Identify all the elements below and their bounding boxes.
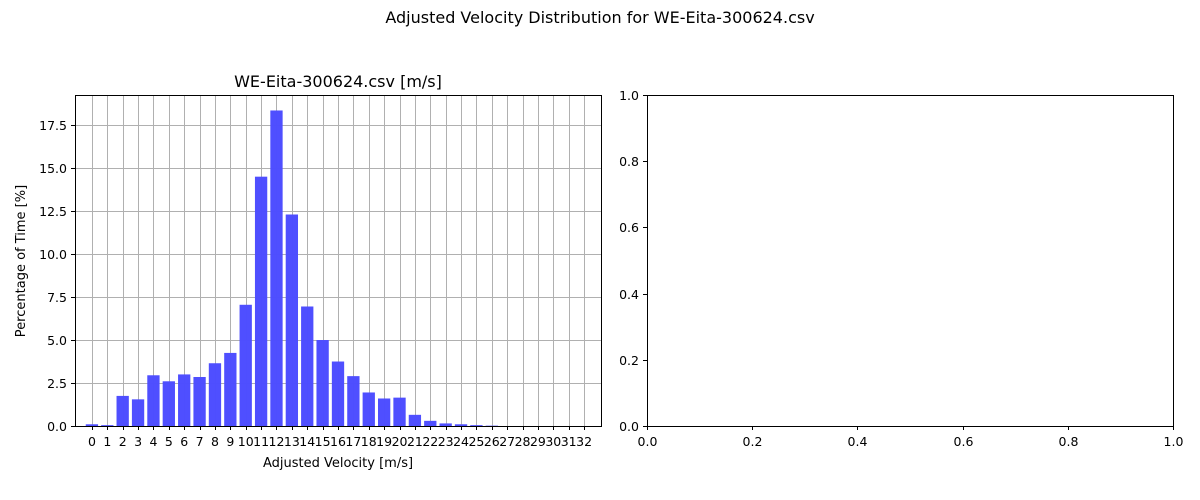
bar-1 bbox=[101, 425, 114, 426]
bar-17 bbox=[347, 376, 360, 426]
empty-axes-chart: 0.0 0.2 0.4 0.6 0.8 1.0 0.0 0.2 0.4 0.6 0.8 1.0 bbox=[619, 88, 1183, 449]
x-tick-label: 26 bbox=[484, 434, 500, 449]
x-axis-label: Adjusted Velocity [m/s] bbox=[263, 456, 413, 471]
y-tick-label: 10.0 bbox=[39, 247, 67, 262]
y-tick-label: 17.5 bbox=[39, 118, 67, 133]
x-tick-label: 11 bbox=[253, 434, 269, 449]
bar-4 bbox=[147, 375, 160, 426]
x-tick-label: 4 bbox=[149, 434, 157, 449]
y-tick-label: 0.4 bbox=[619, 287, 639, 302]
x-tick-label: 0.2 bbox=[743, 434, 763, 449]
y-tick-label: 0.0 bbox=[619, 419, 639, 434]
bar-11 bbox=[254, 176, 268, 426]
x-tick-label: 19 bbox=[376, 434, 392, 449]
y-tick-label: 0.2 bbox=[619, 353, 639, 368]
x-tick-label: 30 bbox=[545, 434, 561, 449]
bar-0 bbox=[85, 424, 99, 426]
x-tick-label: 6 bbox=[180, 434, 188, 449]
bar-25 bbox=[470, 425, 483, 426]
bar-19 bbox=[377, 398, 391, 426]
x-tick-label: 31 bbox=[561, 434, 577, 449]
x-tick-label: 18 bbox=[361, 434, 377, 449]
bar-13 bbox=[285, 214, 299, 426]
plot-frame-empty bbox=[647, 95, 1174, 427]
x-tick-label: 32 bbox=[576, 434, 592, 449]
x-tick-label: 20 bbox=[392, 434, 408, 449]
x-tick-label: 8 bbox=[211, 434, 219, 449]
x-tick-label: 17 bbox=[345, 434, 361, 449]
bar-22 bbox=[424, 420, 437, 426]
bar-6 bbox=[178, 374, 191, 426]
x-tick-label: 5 bbox=[165, 434, 173, 449]
x-tick-label: 10 bbox=[238, 434, 254, 449]
chart-title: WE-Eita-300624.csv [m/s] bbox=[234, 72, 442, 91]
y-axis-ticks: 0.0 2.5 5.0 7.5 10.0 12.5 15.0 17.5 bbox=[39, 118, 75, 434]
x-tick-label: 21 bbox=[407, 434, 423, 449]
x-tick-label: 25 bbox=[468, 434, 484, 449]
x-tick-label: 0 bbox=[88, 434, 96, 449]
y-tick-label: 2.5 bbox=[47, 376, 67, 391]
bar-3 bbox=[131, 399, 145, 426]
bar-14 bbox=[301, 306, 314, 426]
x-tick-label: 9 bbox=[226, 434, 234, 449]
bar-24 bbox=[454, 424, 468, 426]
y-tick-label: 0.6 bbox=[619, 220, 639, 235]
x-tick-label: 7 bbox=[196, 434, 204, 449]
x-axis-ticks-empty: 0.0 0.2 0.4 0.6 0.8 1.0 bbox=[638, 426, 1184, 449]
y-tick-label: 15.0 bbox=[39, 161, 67, 176]
y-tick-label: 1.0 bbox=[619, 88, 639, 103]
y-tick-label: 12.5 bbox=[39, 204, 67, 219]
bar-12 bbox=[270, 110, 283, 426]
x-tick-label: 0.6 bbox=[954, 434, 974, 449]
x-tick-label: 28 bbox=[515, 434, 531, 449]
x-tick-label: 13 bbox=[284, 434, 300, 449]
x-tick-label: 12 bbox=[269, 434, 285, 449]
x-tick-label: 16 bbox=[330, 434, 346, 449]
x-tick-label: 0.4 bbox=[848, 434, 868, 449]
bar-16 bbox=[331, 361, 345, 426]
x-tick-label: 24 bbox=[453, 434, 469, 449]
x-tick-label: 14 bbox=[299, 434, 315, 449]
y-tick-label: 7.5 bbox=[47, 290, 67, 305]
velocity-histogram-chart: WE-Eita-300624.csv [m/s] 0 1 2 3 4 5 6 7 8 9 10 11 1… bbox=[14, 72, 602, 471]
y-tick-label: 5.0 bbox=[47, 333, 67, 348]
y-tick-label: 0.8 bbox=[619, 154, 639, 169]
x-tick-label: 3 bbox=[134, 434, 142, 449]
bars bbox=[85, 110, 498, 426]
x-tick-label: 2 bbox=[119, 434, 127, 449]
x-axis-ticks: 0 1 2 3 4 5 6 7 8 9 10 11 12 13 14 15 16 17 18 19 20 21 22 23 24… bbox=[88, 426, 592, 449]
x-tick-label: 27 bbox=[499, 434, 515, 449]
bar-2 bbox=[116, 395, 129, 426]
bar-20 bbox=[393, 397, 406, 426]
bar-18 bbox=[362, 392, 375, 426]
bar-5 bbox=[162, 381, 175, 426]
y-tick-label: 0.0 bbox=[47, 419, 67, 434]
x-tick-label: 23 bbox=[438, 434, 454, 449]
bar-8 bbox=[208, 363, 222, 426]
x-tick-label: 0.8 bbox=[1059, 434, 1079, 449]
x-tick-label: 0.0 bbox=[638, 434, 658, 449]
figure-suptitle: Adjusted Velocity Distribution for WE-Ei… bbox=[385, 8, 814, 27]
x-tick-label: 29 bbox=[530, 434, 546, 449]
x-tick-label: 1.0 bbox=[1164, 434, 1184, 449]
bar-23 bbox=[439, 423, 452, 426]
x-tick-label: 15 bbox=[315, 434, 331, 449]
bar-15 bbox=[316, 340, 329, 426]
y-axis-label: Percentage of Time [%] bbox=[14, 185, 29, 337]
bar-10 bbox=[239, 304, 252, 426]
bar-7 bbox=[193, 376, 206, 426]
bar-9 bbox=[224, 352, 237, 426]
x-tick-label: 22 bbox=[422, 434, 438, 449]
x-tick-label: 1 bbox=[103, 434, 111, 449]
y-axis-ticks-empty: 0.0 0.2 0.4 0.6 0.8 1.0 bbox=[619, 88, 647, 434]
bar-21 bbox=[408, 414, 422, 426]
